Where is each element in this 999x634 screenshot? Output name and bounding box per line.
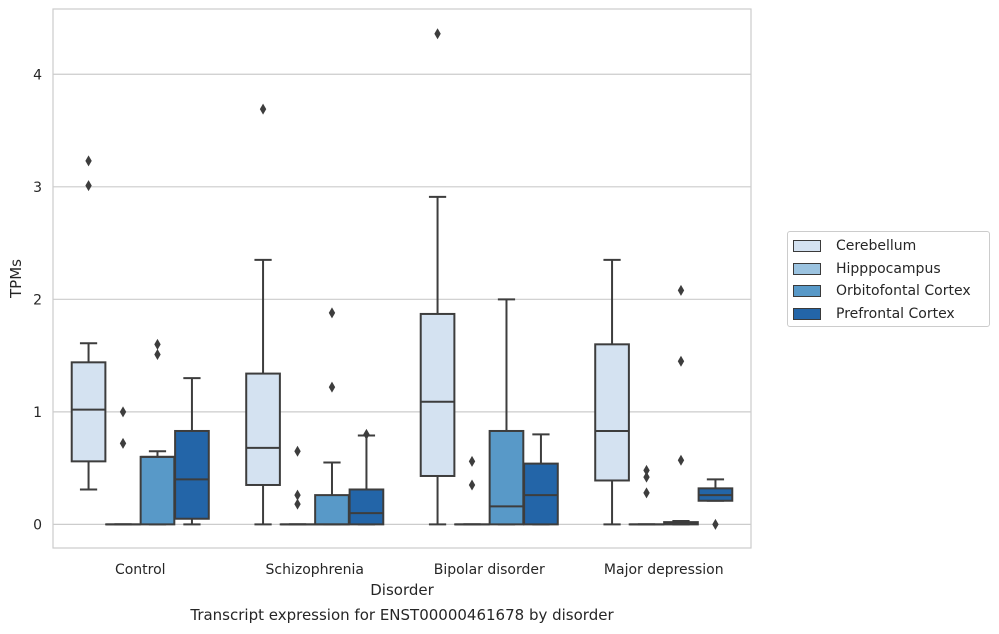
box-iqr [245, 372, 281, 486]
outlier-point [328, 307, 336, 319]
box-iqr [139, 455, 176, 526]
y-tick-labels: 0 1 2 3 4 [33, 67, 42, 533]
box-hipppocampus [628, 464, 665, 526]
y-tick-label: 4 [33, 67, 42, 83]
x-tick-labels: Control Schizophrenia Bipolar disorder Majo… [115, 562, 724, 578]
figure-caption: Transcript expression for ENST0000046167… [190, 606, 614, 624]
box-cerebellum [419, 28, 456, 526]
outlier-point [643, 487, 650, 499]
box-cerebellum [70, 155, 107, 491]
outlier-point [154, 348, 161, 360]
outlier-point [468, 479, 476, 491]
legend-label: Hipppocampus [836, 260, 941, 277]
outlier-point [119, 437, 127, 449]
outlier-point [119, 406, 127, 418]
box-iqr [594, 343, 630, 482]
box-iqr [348, 488, 385, 526]
outlier-point [294, 489, 301, 501]
outlier-point [468, 455, 476, 467]
outlier-point [677, 454, 685, 466]
box-prefrontal-cortex [174, 377, 210, 526]
x-tick-label: Bipolar disorder [434, 562, 545, 578]
y-axis-label: TPMs [7, 259, 25, 299]
plot-frame [52, 8, 752, 549]
legend-label: Orbitofontal Cortex [836, 283, 971, 300]
outlier-point [363, 428, 370, 440]
box-hipppocampus [105, 406, 141, 526]
outlier-point [643, 464, 650, 476]
box-orbitofontal-cortex [139, 338, 176, 526]
box-prefrontal-cortex [523, 433, 559, 526]
box-iqr [174, 429, 210, 520]
legend-label: Prefrontal Cortex [836, 305, 955, 322]
x-tick-label: Schizophrenia [266, 562, 364, 578]
outlier-point [712, 518, 719, 530]
legend-label: Cerebellum [836, 238, 917, 255]
box-hipppocampus [454, 455, 490, 526]
box-orbitofontal-cortex [314, 307, 350, 526]
box-iqr [488, 429, 525, 526]
box-cerebellum [245, 103, 281, 526]
legend-swatch [793, 285, 821, 298]
outlier-point [643, 471, 650, 483]
box-iqr [70, 361, 107, 463]
y-tick-label: 1 [33, 405, 42, 421]
legend-item: Orbitofontal Cortex [788, 280, 989, 303]
outlier-point [154, 338, 161, 350]
x-tick-label: Major depression [604, 562, 724, 578]
outlier-point [259, 103, 267, 115]
outlier-point [294, 445, 301, 457]
legend-swatch [793, 262, 821, 275]
box-iqr [523, 462, 559, 526]
outlier-point [677, 284, 685, 296]
x-axis-label: Disorder [370, 581, 434, 599]
legend-item: Hipppocampus [788, 258, 989, 281]
outlier-point [677, 355, 685, 367]
box-iqr [419, 312, 456, 477]
x-tick-label: Control [115, 562, 166, 578]
legend: Cerebellum Hipppocampus Orbitofontal Corte… [787, 231, 990, 327]
legend-swatch [793, 307, 821, 320]
box-orbitofontal-cortex [663, 284, 699, 526]
outlier-point [85, 155, 92, 167]
box-prefrontal-cortex [348, 428, 385, 526]
box-prefrontal-cortex [697, 478, 734, 530]
outlier-point [434, 28, 441, 40]
y-tick-label: 0 [33, 517, 42, 533]
box-cerebellum [594, 258, 630, 526]
y-tick-label: 3 [33, 180, 42, 196]
box-orbitofontal-cortex [488, 298, 525, 526]
legend-item: Cerebellum [788, 235, 989, 258]
box-hipppocampus [279, 445, 316, 526]
outlier-point [328, 381, 336, 393]
boxes [70, 28, 734, 530]
legend-item: Prefrontal Cortex [788, 303, 989, 326]
legend-swatch [793, 240, 821, 253]
outlier-point [294, 498, 301, 510]
y-tick-label: 2 [33, 292, 42, 308]
box-iqr [314, 494, 350, 526]
outlier-point [85, 180, 92, 192]
